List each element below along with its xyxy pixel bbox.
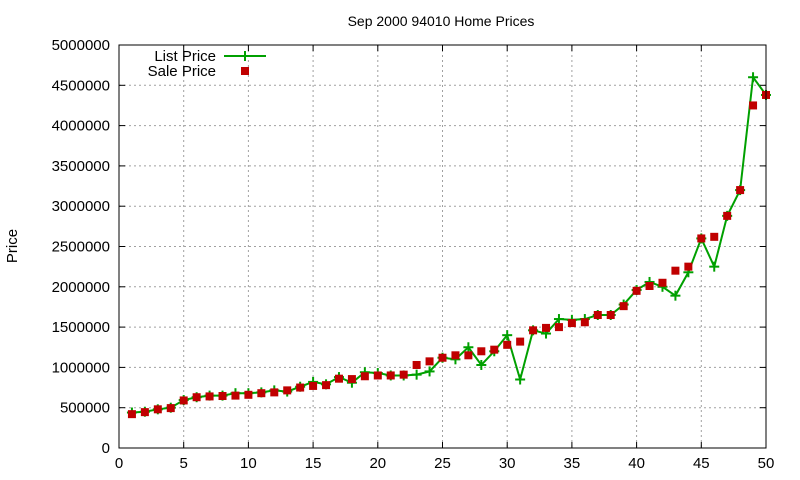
- y-tick-label: 0: [102, 440, 110, 457]
- y-tick-label: 1000000: [52, 359, 110, 376]
- sale-price-point: [399, 370, 408, 379]
- sale-price-point: [425, 357, 434, 366]
- x-tick-label: 20: [369, 455, 386, 472]
- legend-marker-list-price: [240, 51, 250, 61]
- sale-price-point: [671, 266, 680, 275]
- list-price-point: [502, 330, 513, 341]
- plot-frame: [118, 44, 767, 449]
- list-price-point: [748, 72, 759, 83]
- sale-price-point: [127, 410, 136, 419]
- sale-price-point: [140, 408, 149, 417]
- y-tick-label: 4000000: [52, 118, 110, 135]
- x-tick-label: 35: [564, 455, 581, 472]
- sale-price-point: [477, 347, 486, 356]
- list-price-point: [553, 314, 564, 325]
- y-axis-label: Price: [4, 229, 21, 263]
- sale-price-point: [334, 374, 343, 383]
- y-tick-label: 3500000: [52, 158, 110, 175]
- legend-label-sale-price: Sale Price: [148, 63, 216, 80]
- x-tick-label: 30: [499, 455, 516, 472]
- sale-price-point: [347, 375, 356, 384]
- y-tick-label: 2000000: [52, 279, 110, 296]
- sale-price-point: [257, 389, 266, 398]
- sale-price-point: [567, 319, 576, 328]
- sale-price-point: [218, 392, 227, 401]
- sale-price-point: [464, 351, 473, 360]
- sale-price-point: [736, 186, 745, 195]
- sale-price-point: [593, 311, 602, 320]
- y-tick-label: 2500000: [52, 239, 110, 256]
- sale-price-point: [386, 371, 395, 380]
- sale-price-point: [645, 281, 654, 290]
- list-price-point: [515, 374, 526, 385]
- sale-price-point: [490, 345, 499, 354]
- sale-price-point: [244, 390, 253, 399]
- sale-price-point: [684, 262, 693, 271]
- sale-price-point: [412, 360, 421, 369]
- sale-price-point: [580, 318, 589, 327]
- y-tick-label: 3000000: [52, 198, 110, 215]
- sale-price-point: [309, 381, 318, 390]
- sale-price-point: [632, 286, 641, 295]
- sale-price-point: [529, 326, 538, 335]
- sale-price-point: [658, 278, 667, 287]
- sale-price-point: [179, 396, 188, 405]
- sale-price-point: [503, 340, 512, 349]
- sale-price-point: [542, 323, 551, 332]
- list-price-point: [476, 359, 487, 370]
- x-tick-label: 40: [628, 455, 645, 472]
- legend-label-list-price: List Price: [154, 48, 216, 65]
- list-price-point: [670, 290, 681, 301]
- y-tick-label: 1500000: [52, 319, 110, 336]
- x-tick-label: 45: [693, 455, 710, 472]
- sale-price-point: [322, 381, 331, 390]
- y-tick-label: 5000000: [52, 37, 110, 54]
- sale-price-point: [606, 311, 615, 320]
- list-price-point: [463, 342, 474, 353]
- x-tick-label: 50: [758, 455, 775, 472]
- sale-price-point: [723, 211, 732, 220]
- plot-series: [126, 72, 771, 419]
- axis-ticks: 0 5 10 15 20 25 30 35 40 45 50 0 500000 1000000 150000…: [52, 37, 775, 472]
- x-tick-label: 15: [305, 455, 322, 472]
- x-tick-label: 10: [240, 455, 257, 472]
- legend-marker-sale-price: [241, 67, 249, 75]
- sale-price-point: [231, 391, 240, 400]
- x-tick-label: 25: [434, 455, 451, 472]
- sale-price-point: [296, 383, 305, 392]
- y-tick-label: 4500000: [52, 77, 110, 94]
- sale-price-point: [749, 101, 758, 110]
- sale-price-point: [619, 302, 628, 311]
- sale-price-point: [710, 232, 719, 241]
- chart-title: Sep 2000 94010 Home Prices: [348, 13, 535, 29]
- sale-price-point: [554, 323, 563, 332]
- legend: List Price Sale Price: [148, 48, 266, 80]
- sale-price-point: [360, 372, 369, 381]
- y-tick-label: 500000: [60, 400, 110, 417]
- sale-price-point: [283, 386, 292, 395]
- sale-price-point: [697, 234, 706, 243]
- sale-price-point: [373, 371, 382, 380]
- sale-price-point: [516, 337, 525, 346]
- list-price-point: [424, 366, 435, 377]
- sale-price-point: [205, 392, 214, 401]
- list-price-point: [411, 369, 422, 380]
- sale-price-point: [270, 388, 279, 397]
- grid-lines: [119, 45, 766, 448]
- sale-price-point: [166, 404, 175, 413]
- sale-price-point: [438, 353, 447, 362]
- sale-price-point: [451, 351, 460, 360]
- x-tick-label: 5: [180, 455, 188, 472]
- sale-price-point: [192, 393, 201, 402]
- sale-price-point: [153, 405, 162, 414]
- list-price-point: [709, 261, 720, 272]
- x-tick-label: 0: [115, 455, 123, 472]
